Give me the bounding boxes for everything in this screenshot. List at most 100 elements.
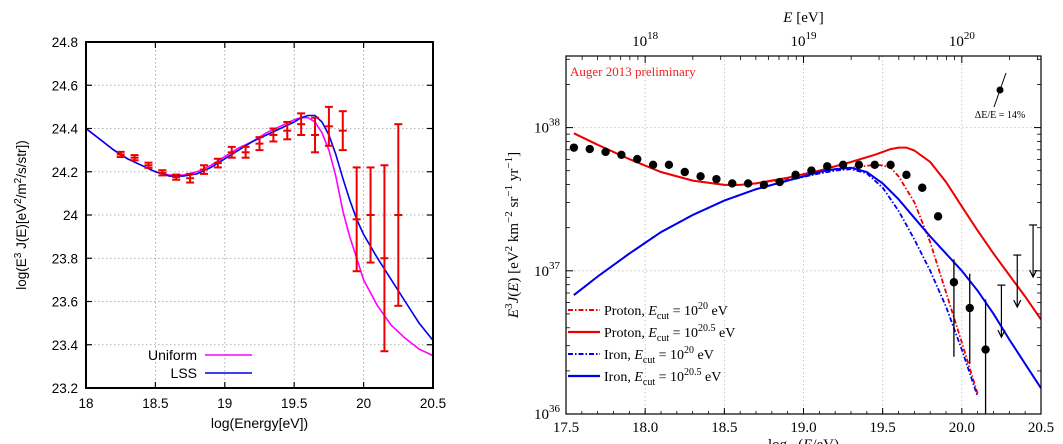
right-data-point xyxy=(743,179,753,188)
right-x-tick-label: 20.0 xyxy=(949,420,975,436)
right-data-point xyxy=(854,160,864,170)
energy-resolution-note: ΔE/E = 14% xyxy=(975,72,1025,121)
note-label: ΔE/E = 14% xyxy=(975,110,1025,121)
right-y-tick-label: 1038 xyxy=(534,117,561,137)
right-upper-limit-arrow xyxy=(997,329,1006,339)
right-data-point xyxy=(680,167,689,177)
right-point-marker xyxy=(870,160,879,170)
right-legend-label: Proton, Ecut = 1020.5 eV xyxy=(604,323,735,344)
right-data-point xyxy=(664,160,674,170)
right-point-marker xyxy=(807,166,816,175)
right-upper-limit-arrow xyxy=(1013,299,1022,309)
right-data-point xyxy=(918,183,927,192)
right-data-point xyxy=(870,160,879,170)
right-data-point xyxy=(712,174,721,184)
right-data-point xyxy=(648,160,658,170)
right-tick-labels: 17.5 18.0 18.5 19.0 19.5 20.0 20.5 1036 1037 1038 xyxy=(534,117,1054,436)
right-data-point xyxy=(585,144,594,154)
right-point-marker xyxy=(712,174,721,184)
right-y-axis-label: E3J(E) [eV2 km−2 sr−1 yr−1] xyxy=(503,152,522,319)
left-data-point xyxy=(186,172,195,184)
right-point-marker xyxy=(696,172,705,181)
right-data-points xyxy=(569,143,1038,414)
right-point-marker xyxy=(664,160,674,170)
right-data-point xyxy=(949,259,959,357)
left-y-tick-label: 23.4 xyxy=(52,338,79,353)
left-grid xyxy=(86,42,433,388)
right-grid xyxy=(566,56,1041,414)
note-point xyxy=(996,86,1004,94)
right-y-tick-label: 1037 xyxy=(534,260,561,280)
right-data-point xyxy=(838,160,848,170)
right-data-point xyxy=(617,150,626,160)
left-y-tick-label: 23.2 xyxy=(52,381,78,396)
right-series-line-1 xyxy=(573,132,1041,321)
right-point-marker xyxy=(633,154,642,164)
right-data-point xyxy=(981,299,990,414)
left-y-tick-label: 24.6 xyxy=(52,78,78,93)
left-data-point xyxy=(269,127,278,143)
right-point-marker xyxy=(680,167,689,177)
right-data-point xyxy=(965,273,974,364)
left-y-tick-label: 24.2 xyxy=(52,165,78,180)
right-top-tick-label: 1020 xyxy=(949,30,976,50)
left-data-point xyxy=(241,145,250,159)
right-series-layer xyxy=(573,132,1041,398)
right-point-marker xyxy=(933,212,943,221)
right-x-tick-label: 17.5 xyxy=(553,420,579,436)
right-data-point xyxy=(775,177,784,187)
right-point-marker xyxy=(823,162,832,171)
right-data-point xyxy=(728,179,737,188)
left-ticks xyxy=(85,41,434,389)
left-legend: Uniform LSS xyxy=(148,347,252,381)
right-point-marker xyxy=(569,143,579,152)
left-x-tick-label: 20.5 xyxy=(420,396,446,411)
right-legend-label: Proton, Ecut = 1020 eV xyxy=(604,301,728,322)
left-data-point xyxy=(116,150,125,159)
left-data-point xyxy=(227,145,236,159)
right-x-tick-label: 20.5 xyxy=(1028,420,1054,436)
right-data-point xyxy=(807,166,816,175)
left-series-line-lss xyxy=(85,114,434,341)
right-data-point xyxy=(902,170,911,180)
right-point-marker xyxy=(775,177,784,187)
left-y-tick-label: 24.4 xyxy=(52,122,79,137)
left-x-tick-label: 19.5 xyxy=(281,396,307,411)
left-legend-label: Uniform xyxy=(148,347,197,363)
right-data-point xyxy=(696,172,705,181)
right-data-point xyxy=(569,143,579,152)
right-point-marker xyxy=(902,170,911,180)
right-point-marker xyxy=(965,303,974,313)
left-x-tick-label: 18.5 xyxy=(142,396,168,411)
right-upper-limit-arrow xyxy=(1029,269,1038,279)
right-point-marker xyxy=(854,160,864,170)
right-point-marker xyxy=(759,180,769,190)
left-y-tick-label: 24.8 xyxy=(52,35,78,50)
right-data-point xyxy=(933,212,943,221)
left-data-point xyxy=(130,154,139,162)
left-x-tick-label: 19 xyxy=(217,396,232,411)
left-x-tick-label: 18 xyxy=(78,396,93,411)
left-data-point xyxy=(338,110,347,152)
left-data-point xyxy=(352,166,361,273)
left-data-point xyxy=(172,173,181,181)
left-data-point xyxy=(283,121,292,141)
right-upper-limit xyxy=(1029,224,1038,279)
left-data-point xyxy=(199,164,208,175)
right-point-marker xyxy=(648,160,658,170)
right-series-line-0 xyxy=(573,132,979,395)
left-data-point xyxy=(158,169,167,177)
left-tick-labels: 18 18.5 19 19.5 20 20.5 23.2 23.4 23.6 23.8 24 24.2… xyxy=(52,35,446,411)
right-data-point xyxy=(633,154,642,164)
left-data-point xyxy=(324,105,333,147)
right-top-axis-label: E [eV] xyxy=(782,10,823,26)
right-top-tick-label: 1018 xyxy=(632,30,659,50)
right-point-marker xyxy=(886,160,895,170)
left-data-point xyxy=(213,157,222,169)
right-point-marker xyxy=(949,278,959,287)
left-y-tick-label: 23.6 xyxy=(52,295,78,310)
right-series-line-3 xyxy=(573,166,1041,389)
left-series-layer xyxy=(85,114,434,357)
right-legend-label: Iron, Ecut = 1020 eV xyxy=(604,345,714,366)
